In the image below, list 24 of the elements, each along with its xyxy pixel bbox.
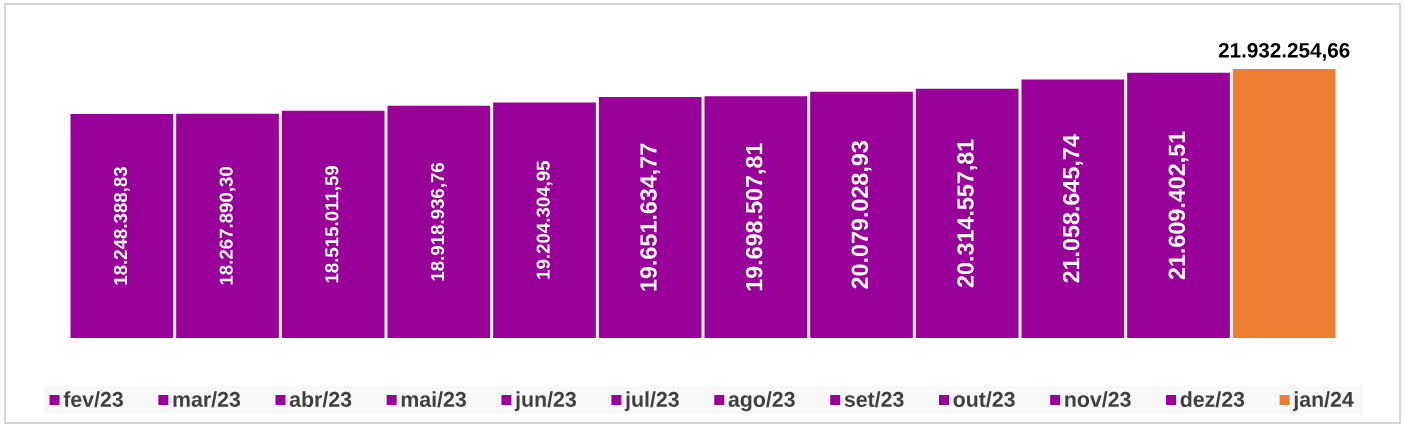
legend-label: mar/23 xyxy=(173,391,241,408)
legend-label: mai/23 xyxy=(401,391,466,408)
legend-label: ago/23 xyxy=(728,391,795,412)
legend-label: jun/23 xyxy=(514,391,576,412)
data-label: 20.314.557,81 xyxy=(957,139,978,288)
legend-label: set/23 xyxy=(844,391,904,408)
data-label: 19.651.634,77 xyxy=(640,143,661,291)
data-label: 21.609.402,51 xyxy=(1168,131,1189,280)
data-label: 20.079.028,93 xyxy=(851,141,872,289)
legend-label: abr/23 xyxy=(289,391,352,408)
legend-label: jan/24 xyxy=(1292,391,1354,412)
legend-label: dez/23 xyxy=(1180,391,1245,408)
data-label: 21.058.645,74 xyxy=(1062,134,1083,283)
data-label: 18.267.890,30 xyxy=(219,167,236,285)
legend-label: out/23 xyxy=(953,391,1015,408)
data-label: 19.698.507,81 xyxy=(745,143,766,291)
data-label: 21.932.254,66 xyxy=(1218,43,1350,61)
data-label: 18.515.011,59 xyxy=(325,165,342,283)
legend-label: jul/23 xyxy=(624,391,679,412)
data-label: 18.248.388,83 xyxy=(113,167,130,285)
data-label: 19.204.304,95 xyxy=(536,161,553,279)
legend-label: nov/23 xyxy=(1065,391,1131,408)
legend-label: fev/23 xyxy=(63,391,123,408)
data-label: 18.918.936,76 xyxy=(430,162,447,281)
